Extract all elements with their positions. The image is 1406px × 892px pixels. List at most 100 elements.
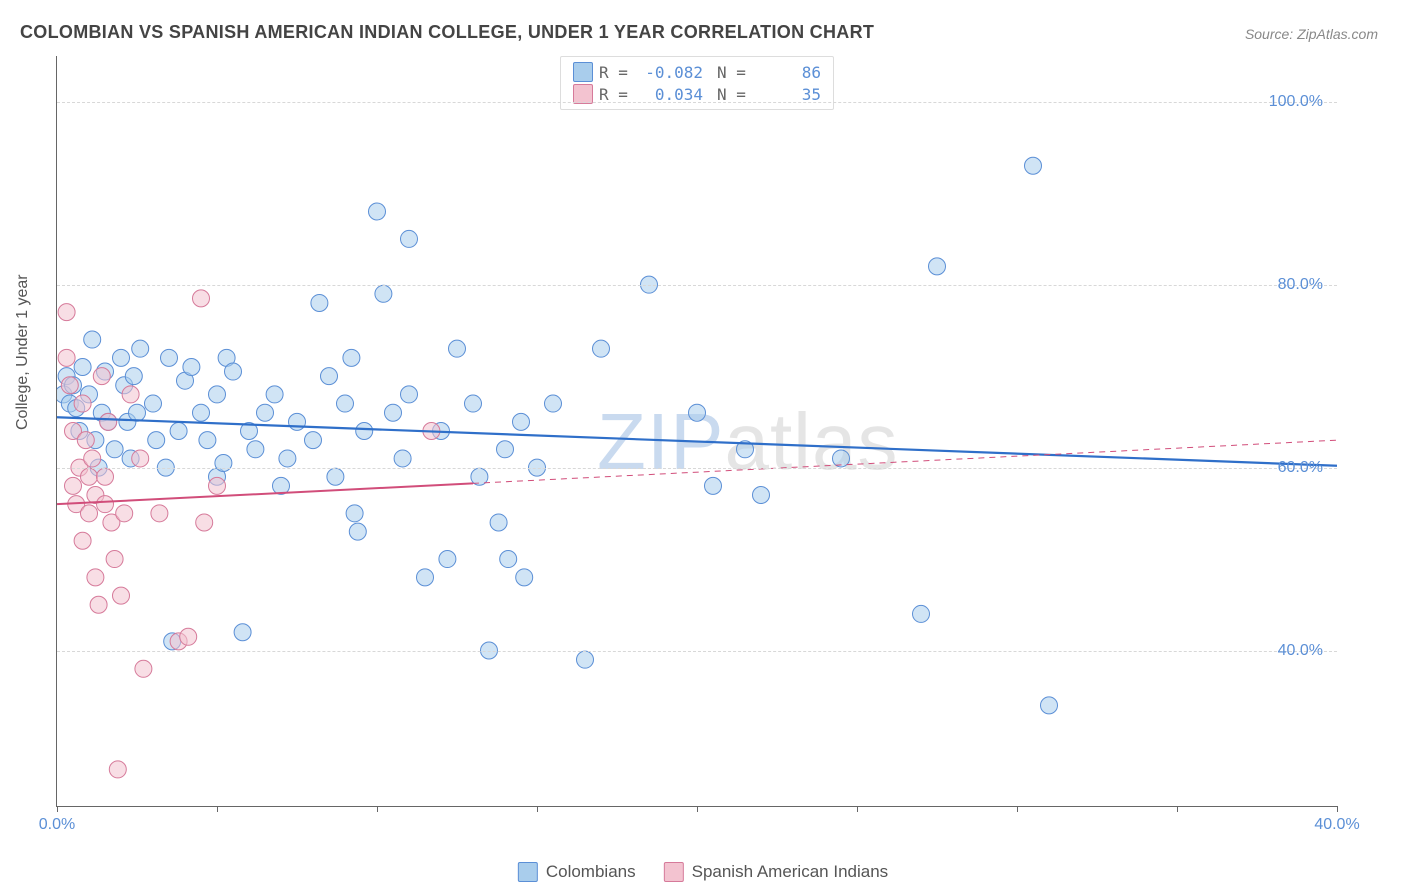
data-point xyxy=(116,377,133,394)
data-point xyxy=(113,349,130,366)
data-point xyxy=(90,596,107,613)
y-tick-label: 80.0% xyxy=(1278,276,1323,294)
regression-line-extrapolated xyxy=(473,440,1337,483)
data-point xyxy=(349,523,366,540)
watermark: ZIPatlas xyxy=(597,396,898,488)
data-point xyxy=(439,551,456,568)
data-point xyxy=(113,587,130,604)
data-point xyxy=(65,477,82,494)
data-point xyxy=(337,395,354,412)
gridline xyxy=(57,468,1337,469)
chart-title: COLOMBIAN VS SPANISH AMERICAN INDIAN COL… xyxy=(20,22,874,43)
swatch-colombians-icon xyxy=(573,62,593,82)
data-point xyxy=(170,423,187,440)
data-point xyxy=(68,400,85,417)
data-point xyxy=(500,551,517,568)
swatch-colombians-icon xyxy=(518,862,538,882)
data-point xyxy=(106,551,123,568)
data-point xyxy=(97,496,114,513)
data-point xyxy=(218,349,235,366)
x-tick-mark xyxy=(857,806,858,812)
data-point xyxy=(164,633,181,650)
x-tick-mark xyxy=(1177,806,1178,812)
data-point xyxy=(394,450,411,467)
data-point xyxy=(423,423,440,440)
data-point xyxy=(81,386,98,403)
data-point xyxy=(1041,697,1058,714)
data-point xyxy=(401,386,418,403)
data-point xyxy=(929,258,946,275)
data-point xyxy=(327,468,344,485)
data-point xyxy=(116,505,133,522)
x-tick-mark xyxy=(377,806,378,812)
data-point xyxy=(193,404,210,421)
data-point xyxy=(449,340,466,357)
data-point xyxy=(97,363,114,380)
data-point xyxy=(170,633,187,650)
data-point xyxy=(1025,157,1042,174)
data-point xyxy=(122,386,139,403)
data-point xyxy=(65,377,82,394)
data-point xyxy=(106,441,123,458)
data-point xyxy=(151,505,168,522)
data-point xyxy=(497,441,514,458)
legend-label-spanish: Spanish American Indians xyxy=(692,862,889,882)
data-point xyxy=(593,340,610,357)
data-point xyxy=(305,432,322,449)
data-point xyxy=(343,349,360,366)
regression-line xyxy=(57,417,1337,465)
data-point xyxy=(103,514,120,531)
y-axis-label: College, Under 1 year xyxy=(14,274,32,430)
data-point xyxy=(215,455,232,472)
data-point xyxy=(84,450,101,467)
data-point xyxy=(68,496,85,513)
data-point xyxy=(183,358,200,375)
plot-area: ZIPatlas R = -0.082 N = 86 R = 0.034 N =… xyxy=(56,56,1337,807)
data-point xyxy=(689,404,706,421)
data-point xyxy=(279,450,296,467)
data-point xyxy=(471,468,488,485)
data-point xyxy=(490,514,507,531)
x-tick-mark xyxy=(217,806,218,812)
data-point xyxy=(100,413,117,430)
data-point xyxy=(417,569,434,586)
data-point xyxy=(266,386,283,403)
data-point xyxy=(87,569,104,586)
data-point xyxy=(209,386,226,403)
x-tick-label: 40.0% xyxy=(1314,816,1359,834)
data-point xyxy=(74,395,91,412)
data-point xyxy=(93,368,110,385)
data-point xyxy=(225,363,242,380)
data-point xyxy=(321,368,338,385)
watermark-part1: ZIP xyxy=(597,397,724,486)
legend-item-spanish: Spanish American Indians xyxy=(664,862,889,882)
y-tick-label: 60.0% xyxy=(1278,459,1323,477)
regression-line xyxy=(57,483,473,504)
series-legend: Colombians Spanish American Indians xyxy=(518,862,888,882)
data-point xyxy=(193,290,210,307)
data-point xyxy=(199,432,216,449)
data-point xyxy=(119,413,136,430)
data-point xyxy=(71,423,88,440)
n-value-colombians: 86 xyxy=(759,63,821,82)
data-point xyxy=(81,468,98,485)
y-tick-label: 40.0% xyxy=(1278,642,1323,660)
x-tick-mark xyxy=(537,806,538,812)
r-value-colombians: -0.082 xyxy=(641,63,703,82)
legend-item-colombians: Colombians xyxy=(518,862,636,882)
data-point xyxy=(913,605,930,622)
data-point xyxy=(125,368,142,385)
x-tick-mark xyxy=(1337,806,1338,812)
data-point xyxy=(61,377,78,394)
data-point xyxy=(129,404,146,421)
legend-label-colombians: Colombians xyxy=(546,862,636,882)
legend-row-colombians: R = -0.082 N = 86 xyxy=(573,61,821,83)
r-value-spanish: 0.034 xyxy=(641,85,703,104)
y-tick-label: 100.0% xyxy=(1269,93,1323,111)
data-point xyxy=(77,432,94,449)
data-point xyxy=(196,514,213,531)
data-point xyxy=(369,203,386,220)
data-point xyxy=(356,423,373,440)
data-point xyxy=(346,505,363,522)
gridline xyxy=(57,651,1337,652)
